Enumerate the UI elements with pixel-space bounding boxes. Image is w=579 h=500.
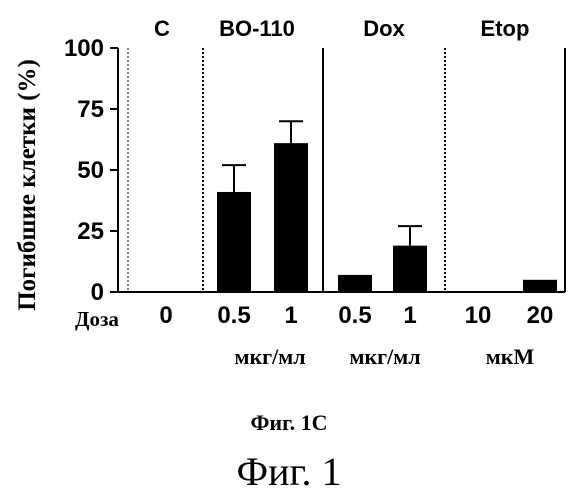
dose-label-bo110-1: 1: [284, 302, 297, 329]
bar-dox-1: [393, 246, 427, 292]
bar-etop-1: [523, 280, 557, 292]
unit-label-bo110: мкг/мл: [234, 344, 305, 369]
group-title-c: C: [154, 16, 170, 41]
bar-bo110-0: [217, 192, 251, 292]
dose-label-etop-0: 10: [465, 302, 492, 329]
bar-dox-0: [338, 275, 372, 292]
group-title-bo110: BO-110: [219, 16, 295, 41]
unit-label-dox: мкг/мл: [349, 344, 420, 369]
dose-label-bo110-0: 0.5: [217, 302, 250, 329]
group-title-dox: Dox: [363, 16, 405, 41]
unit-label-etop: мкМ: [486, 344, 535, 369]
bar-bo110-1: [274, 143, 308, 292]
y-ticks: 0 25 50 75 100: [64, 35, 118, 306]
group-title-etop: Etop: [481, 16, 530, 41]
dose-label-dox-0: 0.5: [338, 302, 371, 329]
y-axis-title: Погибшие клетки (%): [14, 59, 41, 311]
dose-label-etop-1: 20: [527, 302, 554, 329]
figure-main-caption: Фиг. 1: [237, 449, 342, 494]
bars: [217, 121, 557, 292]
y-tick-label: 100: [64, 35, 104, 62]
y-tick-label: 50: [77, 157, 104, 184]
y-tick-label: 25: [77, 218, 104, 245]
dose-label-c-0: 0: [159, 302, 172, 329]
figure-subcaption: Фиг. 1С: [251, 410, 328, 435]
y-tick-label: 0: [91, 279, 104, 306]
dose-label-dox-1: 1: [403, 302, 416, 329]
y-tick-label: 75: [77, 96, 104, 123]
dose-row-label: Доза: [75, 307, 119, 331]
